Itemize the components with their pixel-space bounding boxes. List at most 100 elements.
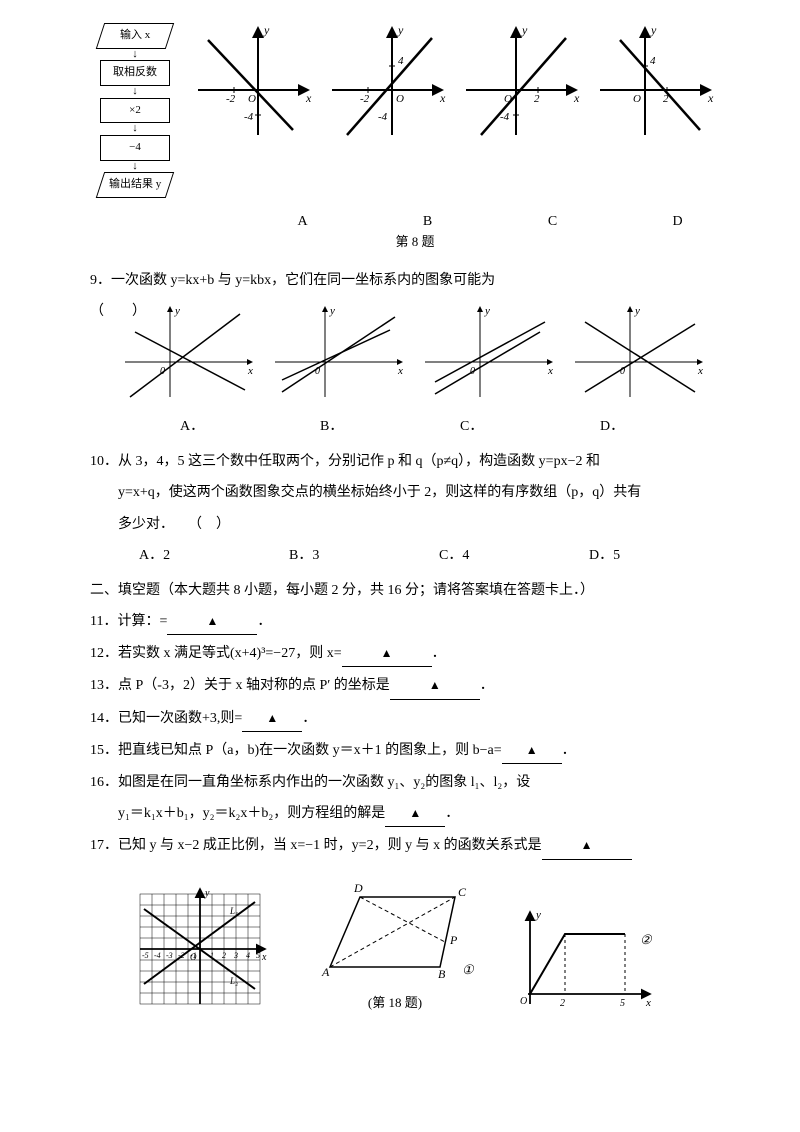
q10-options: A．2 B．3 C．4 D．5 xyxy=(90,543,740,568)
svg-text:4: 4 xyxy=(650,55,656,67)
q10-opt-a: A．2 xyxy=(139,543,289,568)
q10-opt-b: B．3 xyxy=(289,543,439,568)
flow-negate: 取相反数 xyxy=(100,60,170,86)
q9-opt-c: C． xyxy=(460,414,600,439)
svg-text:x: x xyxy=(305,91,312,105)
q17-blank: ▲ xyxy=(542,833,632,859)
svg-text:3: 3 xyxy=(233,951,238,960)
svg-text:-1: -1 xyxy=(190,951,197,960)
svg-text:y: y xyxy=(535,909,541,921)
flow-output: 输出结果 y xyxy=(96,172,174,198)
svg-text:-4: -4 xyxy=(154,951,161,960)
svg-text:x: x xyxy=(247,365,253,377)
svg-text:0: 0 xyxy=(470,366,475,377)
svg-text:x: x xyxy=(397,365,403,377)
svg-text:4: 4 xyxy=(246,951,250,960)
q10-opt-d: D．5 xyxy=(589,543,739,568)
q14-blank: ▲ xyxy=(242,706,302,732)
svg-text:-2: -2 xyxy=(226,93,236,105)
svg-text:y: y xyxy=(263,23,270,37)
q17-pre: 17．已知 y 与 x−2 成正比例，当 x=−1 时，y=2，则 y 与 x … xyxy=(90,838,542,853)
q9-opt-d: D． xyxy=(600,414,740,439)
svg-text:5: 5 xyxy=(256,951,260,960)
fig18-grid: yx O L₁L₂ -5-4-3-2-1 12345 xyxy=(130,884,280,1014)
q9-options: A． B． C． D． xyxy=(90,414,740,439)
fig18-mid: D C A B P ① (第 18 题) xyxy=(310,872,480,1015)
svg-text:-2: -2 xyxy=(360,93,370,105)
svg-text:y: y xyxy=(204,888,210,899)
svg-text:y: y xyxy=(397,23,404,37)
svg-text:y: y xyxy=(634,305,640,317)
q15: 15．把直线已知点 P（a，b)在一次函数 y＝x＋1 的图象上，则 b−a=▲… xyxy=(90,738,740,764)
svg-text:C: C xyxy=(458,885,467,899)
svg-text:x: x xyxy=(261,952,267,963)
svg-text:O: O xyxy=(396,93,404,105)
q11-pre: 11．计算：= xyxy=(90,614,167,629)
svg-text:-5: -5 xyxy=(142,951,149,960)
svg-text:-4: -4 xyxy=(500,111,510,123)
q16-line2: y₁＝k₁x＋b₁，y₂＝k₂x＋b₂，则方程组的解是▲． xyxy=(90,801,740,827)
svg-text:0: 0 xyxy=(620,366,625,377)
svg-text:L₂: L₂ xyxy=(229,976,238,986)
svg-text:y: y xyxy=(521,23,528,37)
q12-blank: ▲ xyxy=(342,641,432,667)
q12: 12．若实数 x 满足等式(x+4)³=−27，则 x=▲． xyxy=(90,641,740,667)
q9-graph-d: y x 0 xyxy=(570,302,710,402)
svg-text:x: x xyxy=(697,365,703,377)
q15-pre: 15．把直线已知点 P（a，b)在一次函数 y＝x＋1 的图象上，则 b−a= xyxy=(90,743,502,758)
q13: 13．点 P（-3，2）关于 x 轴对称的点 P′ 的坐标是▲． xyxy=(90,673,740,699)
svg-text:y: y xyxy=(484,305,490,317)
svg-text:O: O xyxy=(633,93,641,105)
q8-graph-d: yx O 2 4 xyxy=(590,20,718,140)
q8-graph-b: y x O 4 -2 -4 xyxy=(322,20,450,140)
q10-line2: y=x+q，使这两个函数图象交点的横坐标始终小于 2，则这样的有序数组（p，q）… xyxy=(90,480,740,505)
svg-text:x: x xyxy=(645,997,651,1009)
svg-text:1: 1 xyxy=(210,951,214,960)
svg-text:②: ② xyxy=(640,932,653,947)
svg-text:y: y xyxy=(329,305,335,317)
q13-blank: ▲ xyxy=(390,673,480,699)
svg-text:4: 4 xyxy=(398,55,404,67)
svg-text:0: 0 xyxy=(315,366,320,377)
svg-text:A: A xyxy=(321,965,330,979)
svg-text:x: x xyxy=(439,91,446,105)
section2-title: 二、填空题（本大题共 8 小题，每小题 2 分，共 16 分；请将答案填在答题卡… xyxy=(90,578,740,603)
svg-text:O: O xyxy=(520,996,527,1007)
svg-text:O: O xyxy=(504,93,512,105)
q10-line1: 10．从 3，4，5 这三个数中任取两个，分别记作 p 和 q（p≠q），构造函… xyxy=(90,449,740,474)
fig18-right: yx O 2 5 ② xyxy=(510,904,660,1014)
svg-text:y: y xyxy=(174,305,180,317)
q9-opt-b: B． xyxy=(320,414,460,439)
q16-blank: ▲ xyxy=(385,801,445,827)
svg-text:O: O xyxy=(248,93,256,105)
svg-text:B: B xyxy=(438,967,446,981)
q9-graph-c: yx0 xyxy=(420,302,560,402)
svg-text:x: x xyxy=(707,91,714,105)
svg-text:-4: -4 xyxy=(378,111,388,123)
q8-option-labels: A B C D xyxy=(240,209,740,234)
svg-text:-3: -3 xyxy=(166,951,173,960)
q8-graphs: yx O -2 -4 yx O 4 -2 -4 yx O 2 -4 xyxy=(188,20,740,140)
fig18-caption: (第 18 题) xyxy=(310,991,480,1014)
flowchart: 输入 x ↓ 取相反数 ↓ ×2 ↓ −4 ↓ 输出结果 y xyxy=(90,20,180,201)
svg-text:-4: -4 xyxy=(244,111,254,123)
svg-text:0: 0 xyxy=(160,366,165,377)
q14-pre: 14．已知一次函数+3,则= xyxy=(90,711,242,726)
svg-text:L₁: L₁ xyxy=(229,906,238,916)
q8-opt-d: D xyxy=(615,209,740,234)
q9-opt-a: A． xyxy=(180,414,320,439)
svg-text:2: 2 xyxy=(222,951,226,960)
svg-text:①: ① xyxy=(462,962,475,977)
svg-text:2: 2 xyxy=(663,93,669,105)
flow-input: 输入 x xyxy=(96,23,174,49)
q10-opt-c: C．4 xyxy=(439,543,589,568)
svg-text:D: D xyxy=(353,881,363,895)
q16-line1: 16．如图是在同一直角坐标系内作出的一次函数 y₁、y₂的图象 l₁、l₂，设 xyxy=(90,770,740,795)
svg-text:2: 2 xyxy=(534,93,540,105)
q8-opt-a: A xyxy=(240,209,365,234)
svg-text:2: 2 xyxy=(560,998,565,1009)
q12-pre: 12．若实数 x 满足等式(x+4)³=−27，则 x= xyxy=(90,646,342,661)
q9-graphs: yx0 yx0 yx0 yx0 xyxy=(120,302,740,402)
q9-graph-a: y x 0 xyxy=(120,302,260,402)
q8-graph-c: yx O 2 -4 xyxy=(456,20,584,140)
